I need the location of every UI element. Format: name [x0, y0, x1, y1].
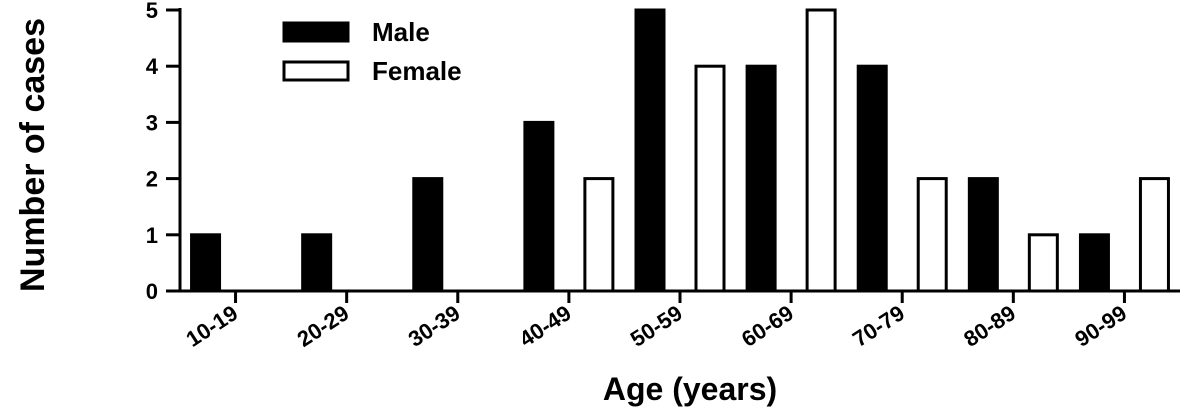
male-bar [523, 120, 555, 293]
y-axis-title-group: Number of cases [14, 18, 52, 292]
male-bar [634, 8, 666, 293]
x-axis-ticks: 10-19 20-29 30-39 40-49 50-59 60-69 70-79 80-89… [181, 291, 1131, 352]
female-bar [583, 177, 615, 293]
y-axis-title: Number of cases [14, 18, 52, 292]
male-bar [301, 233, 333, 293]
male-bar [745, 64, 777, 293]
male-bar [856, 64, 888, 293]
x-tick-label: 50-59 [626, 300, 687, 352]
legend-swatch-female [282, 60, 350, 82]
male-bar [190, 233, 222, 293]
x-tick-label: 20-29 [293, 300, 354, 352]
female-bar [1027, 233, 1059, 293]
x-tick-label: 30-39 [404, 300, 465, 352]
male-bar [412, 177, 444, 293]
x-tick-label: 80-89 [959, 300, 1020, 352]
x-tick-label: 70-79 [848, 300, 909, 352]
male-bar [967, 177, 999, 293]
legend-label-male: Male [372, 17, 430, 47]
bars [190, 8, 1170, 293]
legend-swatch-male [282, 21, 350, 43]
male-bar [1078, 233, 1110, 293]
legend-label-female: Female [372, 56, 462, 86]
legend: Male Female [282, 17, 462, 86]
y-tick-label: 0 [146, 279, 158, 304]
female-bar [1138, 177, 1170, 293]
female-bar [694, 64, 726, 293]
x-tick-label: 60-69 [737, 300, 798, 352]
x-tick-label: 10-19 [181, 300, 242, 352]
y-axis-ticks: 0 1 2 3 4 5 [146, 0, 180, 304]
y-tick-label: 2 [146, 167, 158, 192]
y-tick-label: 1 [146, 223, 158, 248]
female-bar [916, 177, 948, 293]
y-tick-label: 4 [146, 54, 159, 79]
x-axis-title: Age (years) [603, 371, 777, 407]
x-tick-label: 90-99 [1070, 300, 1131, 352]
female-bar [805, 8, 837, 293]
y-tick-label: 5 [146, 0, 158, 23]
x-tick-label: 40-49 [515, 300, 576, 352]
y-tick-label: 3 [146, 110, 158, 135]
